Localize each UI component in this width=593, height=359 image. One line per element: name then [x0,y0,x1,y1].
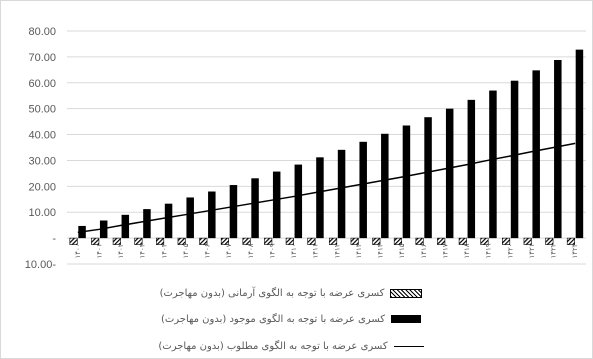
x-tick-label: ۱۴۱۱ [312,243,320,258]
bar-ideal [372,237,381,245]
bar-ideal [393,237,402,245]
bar-ideal [177,237,186,245]
bar-current [510,80,519,239]
y-tick-label: 20.00 [28,181,56,193]
bar-current [316,157,324,239]
y-tick-label: 40.00 [28,130,56,142]
y-tick-label: 80.00 [28,26,56,38]
bar-ideal [134,237,143,245]
bar-current [294,164,303,239]
bar-ideal [156,237,165,245]
bar-current [467,99,476,239]
legend-label-current: کسری عرضه با توجه به الگوی موجود (بدون م… [160,313,386,325]
y-axis-ticks: 80.00 70.00 60.00 50.00 40.00 30.00 20.00 10.00… [25,26,57,271]
bar-current [489,90,497,239]
x-tick-label: ۱۴۲۳ [571,243,579,258]
x-tick-label: ۱۴۲۰ [506,243,514,258]
bars [69,49,584,245]
bar-current [143,209,151,239]
x-tick-label: ۱۴۱۵ [398,243,406,258]
y-tick-label: - [52,233,56,245]
x-axis-ticks: ۱۴۰۰ ۱۴۰۱ ۱۴۰۲ ۱۴۰۳ ۱۴۰۴ ۱۴۰۵ ۱۴۰۶ ۱۴۰۷ ۱۴۰۸ ۱۴۰۹… [74,243,579,258]
bar-ideal [523,237,532,245]
y-tick-label: 10.00 [28,207,56,219]
bar-current [99,220,108,239]
bar-current [208,191,216,239]
bar-ideal [199,237,208,245]
x-tick-label: ۱۴۲۲ [550,243,558,258]
bar-ideal [545,237,554,245]
bar-current [229,185,238,239]
y-tick-label: 10.00- [25,259,57,271]
y-tick-label: 60.00 [28,78,56,90]
legend-swatch-line [393,345,424,347]
bar-current [164,203,173,239]
bar-ideal [415,237,424,245]
bar-ideal [566,237,575,245]
legend-label-ideal: کسری عرضه با توجه به الگوی آرمانی (بدون … [159,287,385,299]
bar-current [359,141,367,239]
x-tick-label: ۱۴۰۷ [225,243,233,258]
bar-current [554,59,562,239]
legend-item-desired: کسری عرضه با توجه به الگوی مطلوب (بدون م… [151,338,431,354]
bar-current [186,197,194,239]
bar-ideal [91,237,100,245]
x-tick-label: ۱۴۲۱ [528,243,536,258]
x-tick-label: ۱۴۱۸ [463,243,471,258]
y-tick-label: 70.00 [28,52,56,64]
line-desired [77,142,576,234]
bar-current [532,70,540,239]
x-tick-label: ۱۴۰۶ [204,243,212,258]
x-tick-label: ۱۴۰۸ [247,243,255,258]
bar-current [337,149,346,239]
bar-ideal [480,237,489,245]
bar-ideal [112,237,121,245]
bar-current [402,125,411,239]
bar-current [445,108,454,239]
bar-ideal [458,237,467,245]
bar-ideal [502,237,511,245]
legend-item-current: کسری عرضه با توجه به الگوی موجود (بدون م… [151,311,431,327]
legend-label-desired: کسری عرضه با توجه به الگوی مطلوب (بدون م… [158,340,388,352]
x-tick-label: ۱۴۰۵ [182,243,190,258]
legend-swatch-hatched [390,288,423,298]
bar-ideal [307,237,316,245]
x-tick-label: ۱۴۰۴ [160,243,168,258]
bar-ideal [329,237,338,245]
bar-ideal [437,237,446,245]
bar-current [251,178,259,239]
y-tick-label: 30.00 [28,155,56,167]
legend-swatch-solid [391,315,422,323]
x-tick-label: ۱۴۰۰ [74,243,82,258]
bar-ideal [242,237,251,245]
bar-ideal [350,237,359,245]
bar-current [575,49,584,239]
x-tick-label: ۱۴۰۲ [117,243,125,258]
bar-ideal [69,237,78,245]
y-tick-label: 50.00 [28,104,56,116]
x-tick-label: ۱۴۰۳ [139,243,147,258]
x-tick-label: ۱۴۱۷ [441,243,449,258]
x-tick-label: ۱۴۱۶ [420,243,428,258]
x-tick-label: ۱۴۱۳ [355,243,363,258]
line-series [77,142,576,234]
bar-current [424,117,432,239]
x-tick-label: ۱۴۱۴ [377,243,385,258]
x-tick-label: ۱۴۱۲ [333,243,341,258]
x-tick-label: ۱۴۱۹ [485,243,493,258]
bar-ideal [264,237,273,245]
gridlines [67,30,586,265]
x-tick-label: ۱۴۱۰ [290,243,298,258]
legend-item-ideal: کسری عرضه با توجه به الگوی آرمانی (بدون … [151,285,431,301]
bar-current [272,171,281,239]
bar-ideal [220,237,229,245]
bar-ideal [285,237,294,245]
bar-current [381,133,389,239]
bar-current [121,214,130,239]
x-tick-label: ۱۴۰۹ [268,243,276,258]
x-tick-label: ۱۴۰۱ [95,243,103,258]
